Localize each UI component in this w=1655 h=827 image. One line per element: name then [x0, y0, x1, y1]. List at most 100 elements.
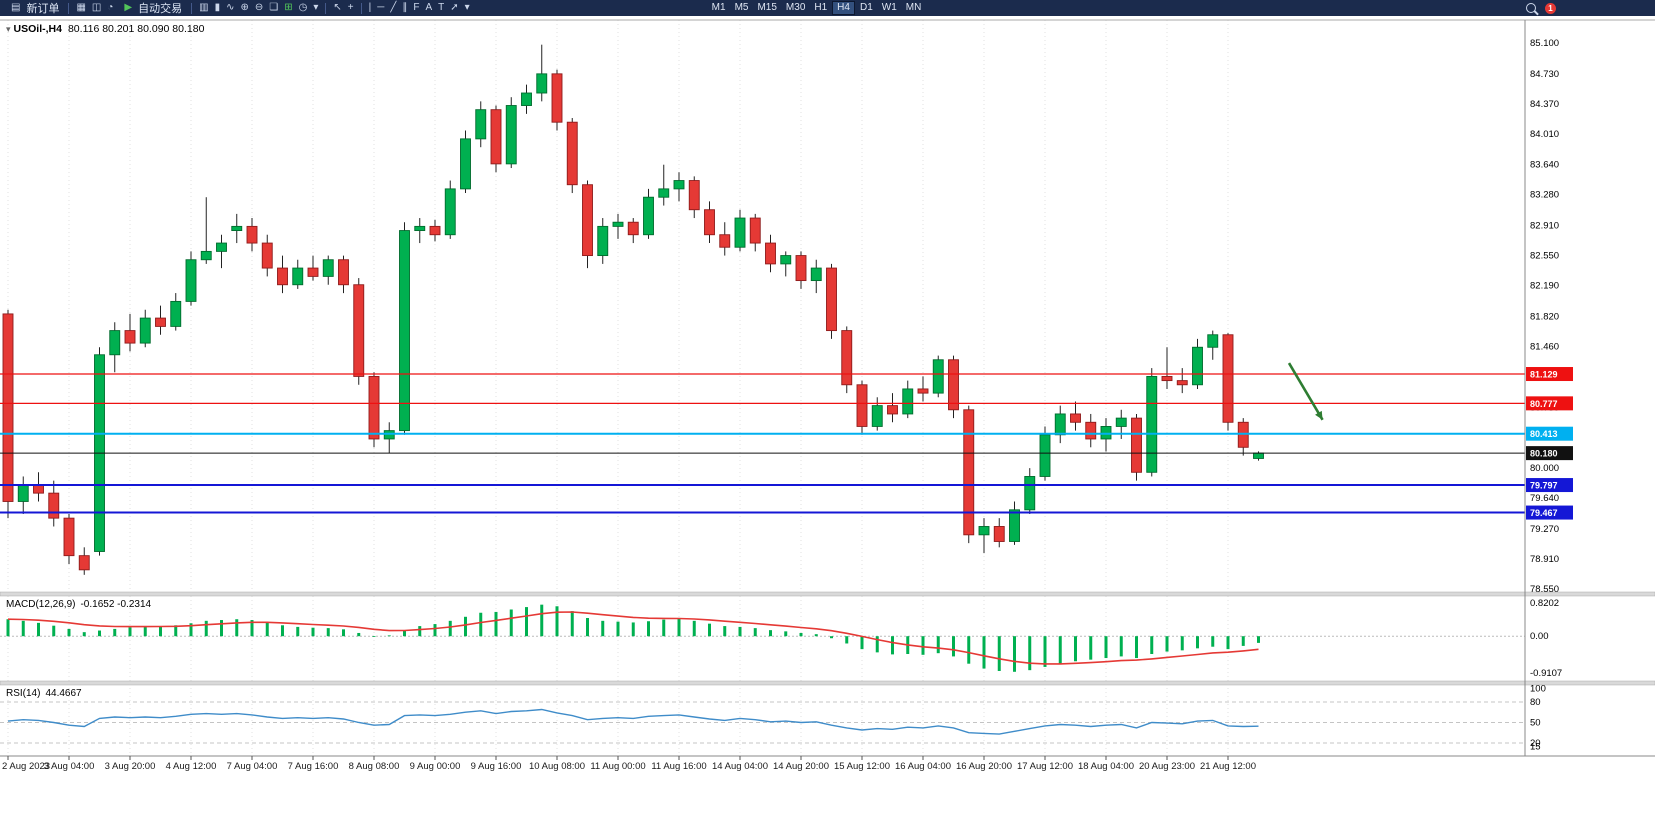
profiles-icon[interactable]: ◫ — [91, 2, 102, 13]
svg-text:82.910: 82.910 — [1530, 221, 1559, 232]
chart-windows-icon[interactable]: ▦ — [76, 2, 86, 13]
timeframe-m15[interactable]: M15 — [757, 2, 777, 13]
tile-windows-icon[interactable]: ❏ — [269, 2, 279, 13]
toolbar-right-group: 1 — [1526, 2, 1556, 14]
autotrading-label: 自动交易 — [138, 3, 183, 15]
timeframe-m1[interactable]: M1 — [711, 2, 726, 13]
price-badge: 80.180 — [1526, 446, 1573, 461]
autotrading-button[interactable]: ▶ 自动交易 — [116, 0, 187, 16]
time-axis-label: 16 Aug 04:00 — [895, 761, 951, 772]
toolbar-separator — [325, 2, 327, 14]
timeframe-h1[interactable]: H1 — [814, 2, 828, 13]
bar-chart-icon[interactable]: ▥ — [199, 2, 209, 13]
new-order-button[interactable]: ▤ 新订单 — [3, 0, 64, 16]
svg-text:50: 50 — [1530, 717, 1541, 728]
svg-text:-0.9107: -0.9107 — [1530, 668, 1562, 679]
time-axis-label: 7 Aug 16:00 — [288, 761, 339, 772]
timeframe-w1[interactable]: W1 — [881, 2, 897, 13]
crosshair-icon[interactable]: + — [347, 2, 354, 13]
notification-badge[interactable]: 1 — [1545, 2, 1556, 14]
pane-separator[interactable] — [0, 680, 1655, 686]
autotrading-play-icon: ▶ — [124, 2, 133, 13]
svg-text:85.100: 85.100 — [1530, 38, 1559, 49]
macd-signal-line — [7, 611, 1259, 665]
svg-text:83.280: 83.280 — [1530, 190, 1559, 201]
period-clock-icon[interactable]: ◷ — [298, 2, 308, 13]
timeframe-m5[interactable]: M5 — [734, 2, 749, 13]
svg-text:79.797: 79.797 — [1530, 481, 1558, 491]
time-axis-label: 3 Aug 20:00 — [105, 761, 156, 772]
time-axis-label: 10 Aug 08:00 — [529, 761, 585, 772]
price-badge: 81.129 — [1526, 367, 1573, 382]
svg-text:80.777: 80.777 — [1530, 399, 1558, 409]
time-axis-label: 16 Aug 20:00 — [956, 761, 1012, 772]
macd-label: MACD(12,26,9) -0.1652 -0.2314 — [6, 599, 151, 610]
channel-icon[interactable]: ∥ — [402, 2, 408, 13]
timeframe-h4[interactable]: H4 — [832, 1, 855, 15]
svg-text:80.413: 80.413 — [1530, 429, 1558, 439]
toolbar-separator — [191, 2, 193, 14]
ohlc-quote: 80.116 80.201 80.090 80.180 — [67, 23, 205, 35]
toolbar-separator — [68, 2, 70, 14]
time-axis-label: 21 Aug 12:00 — [1200, 761, 1256, 772]
one-click-trading-arrow-icon[interactable]: ▾ — [6, 24, 11, 34]
arrow-annotation[interactable] — [1287, 362, 1324, 421]
macd-name: MACD(12,26,9) — [6, 599, 76, 610]
time-axis-label: 2 Aug 2023 — [2, 761, 50, 772]
search-icon[interactable] — [1526, 3, 1536, 13]
symbol-timeframe: USOil-,H4 — [13, 23, 62, 35]
alerts-icon[interactable]: ◔ — [107, 2, 114, 13]
trendline-icon[interactable]: ╱ — [390, 2, 397, 13]
vertical-line-icon[interactable]: | — [368, 2, 372, 13]
price-lines[interactable] — [0, 373, 1525, 514]
timeframe-m30[interactable]: M30 — [785, 2, 806, 13]
line-chart-icon[interactable]: ∿ — [226, 2, 235, 13]
svg-text:79.640: 79.640 — [1530, 493, 1559, 504]
svg-text:0.8202: 0.8202 — [1530, 598, 1559, 609]
svg-text:81.129: 81.129 — [1530, 370, 1558, 380]
svg-text:0.00: 0.00 — [1530, 631, 1549, 642]
pane-separator[interactable] — [0, 591, 1655, 597]
time-axis-label: 4 Aug 12:00 — [166, 761, 217, 772]
rsi-value: 44.4667 — [45, 688, 82, 699]
price-badge: 79.797 — [1526, 478, 1573, 493]
horizontal-line-icon[interactable]: ─ — [377, 2, 385, 13]
time-axis-label: 18 Aug 04:00 — [1078, 761, 1134, 772]
svg-text:83.640: 83.640 — [1530, 160, 1559, 171]
cursor-icon[interactable]: ↖ — [333, 2, 342, 13]
svg-text:84.370: 84.370 — [1530, 99, 1559, 110]
svg-text:78.910: 78.910 — [1530, 554, 1559, 565]
dropdown-caret-icon[interactable]: ▾ — [313, 2, 319, 13]
rsi-name: RSI(14) — [6, 688, 41, 699]
svg-text:80.180: 80.180 — [1530, 449, 1558, 459]
indicators-icon[interactable]: ⊞ — [284, 2, 293, 13]
timeframe-buttons: M1 M5 M15 M30 H1 H4 D1 W1 MN — [708, 1, 926, 15]
time-axis-label: 8 Aug 08:00 — [349, 761, 400, 772]
fibonacci-icon[interactable]: F — [413, 2, 420, 13]
zoom-out-icon[interactable]: ⊖ — [254, 2, 264, 13]
time-axis-label: 14 Aug 20:00 — [773, 761, 829, 772]
chart-title: ▾ USOil-,H4 80.116 80.201 80.090 80.180 — [6, 23, 204, 35]
time-axis-label: 11 Aug 16:00 — [651, 761, 706, 772]
timeframe-mn[interactable]: MN — [905, 2, 922, 13]
time-axis-label: 7 Aug 04:00 — [227, 761, 278, 772]
arrows-tool-icon[interactable]: ➚ — [450, 2, 459, 13]
price-badge: 79.467 — [1526, 505, 1573, 520]
timeframe-d1[interactable]: D1 — [859, 2, 873, 13]
svg-text:80: 80 — [1530, 697, 1541, 708]
svg-text:80.000: 80.000 — [1530, 463, 1559, 474]
svg-text:79.270: 79.270 — [1530, 524, 1559, 535]
candlestick-chart-icon[interactable]: ▮ — [214, 2, 221, 13]
zoom-in-icon[interactable]: ⊕ — [240, 2, 249, 13]
time-axis-label: 11 Aug 00:00 — [590, 761, 645, 772]
label-tool-icon[interactable]: T — [438, 2, 445, 13]
svg-text:15: 15 — [1530, 741, 1541, 752]
svg-text:82.190: 82.190 — [1530, 281, 1559, 292]
text-tool-icon[interactable]: A — [425, 2, 433, 13]
price-badge: 80.777 — [1526, 396, 1573, 411]
svg-text:78.550: 78.550 — [1530, 584, 1559, 595]
new-order-icon: ▤ — [11, 2, 21, 13]
dropdown-caret-icon[interactable]: ▾ — [464, 2, 470, 13]
time-axis-label: 14 Aug 04:00 — [712, 761, 768, 772]
